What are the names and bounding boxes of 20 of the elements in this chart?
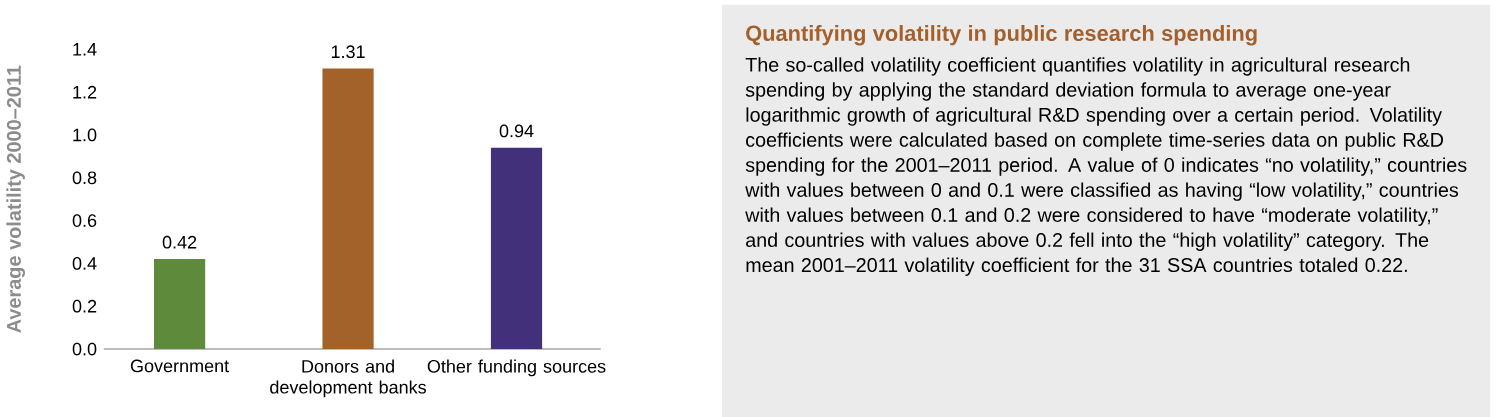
y-tick-label: 1.4 bbox=[73, 42, 97, 56]
y-tick-label: 1.2 bbox=[73, 85, 97, 99]
data-label: 0.42 bbox=[162, 235, 197, 249]
y-tick-label: 1.0 bbox=[73, 128, 97, 142]
y-tick-label: 0.6 bbox=[72, 214, 97, 227]
y-tick-label: 0.0 bbox=[72, 342, 97, 356]
bar bbox=[322, 68, 374, 349]
bar bbox=[153, 258, 206, 349]
x-tick-label: Government bbox=[130, 359, 230, 373]
text: The so-called volatility coefficient quantifies volatility in agricultural research spending by applying the standard deviation formula to average one-year logarithmic growth of agricultural R&D spending over a certain period. Volatility coefficients were calculated based on complete time-series data on public R&D spending for the 2001–2011 period. A value of 0 indicates “no volatility,” countries with values between 0 and 0.1 were classified as having “low volatility,” countries with values between 0.1 and 0.2 were considered to have “moderate volatility,” and countries with values above 0.2 fell into the “high volatility” category. The mean 2001–2011 volatility coefficient for the 31 SSA countries totaled 0.22. bbox=[745, 57, 1467, 276]
x-tick-label: Other funding sources bbox=[427, 359, 606, 377]
y-tick-label: 0.4 bbox=[72, 256, 97, 270]
text: Quantifying volatility in public research spending bbox=[746, 24, 1257, 46]
data-label: 0.94 bbox=[499, 124, 534, 138]
data-label: 1.31 bbox=[331, 45, 365, 58]
x-tick-label: Donors and development banks bbox=[270, 359, 426, 398]
bar bbox=[490, 147, 543, 349]
y-tick-label: 0.2 bbox=[72, 299, 97, 313]
y-tick-label: 0.8 bbox=[72, 171, 97, 184]
y-axis-title: Average volatility 2000–2011 bbox=[6, 65, 25, 333]
